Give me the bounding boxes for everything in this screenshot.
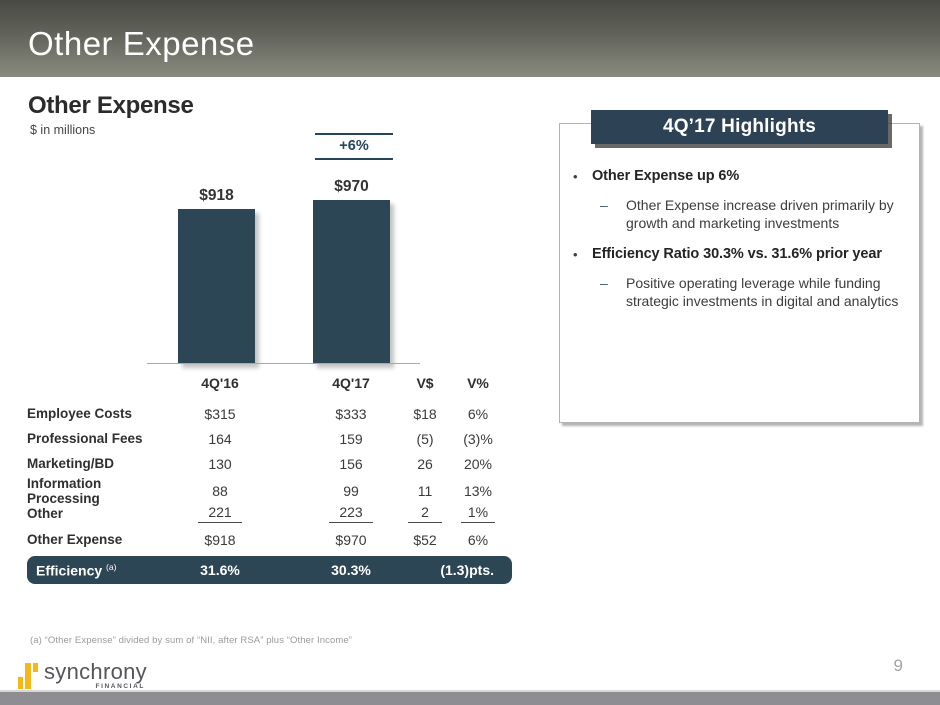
footnote: (a) “Other Expense” divided by sum of “N…: [30, 635, 353, 646]
bottom-bar: [0, 690, 940, 705]
table-row: Professional Fees 164 159 (5) (3)%: [27, 430, 493, 447]
table-row-other: Other 221 223 2 1%: [27, 501, 512, 526]
banner-title: Other Expense: [28, 24, 255, 62]
x-axis-line: [147, 363, 420, 364]
section-title: Other Expense: [28, 92, 194, 119]
efficiency-row: Efficiency (a) 31.6% 30.3% (1.3)pts.: [27, 556, 512, 584]
bar-4q16: [178, 209, 255, 364]
highlights-content: • Other Expense up 6% – Other Expense in…: [559, 168, 920, 324]
growth-line-top: [315, 133, 393, 135]
logo-name: synchrony: [44, 659, 147, 684]
footnote-marker: (a): [106, 561, 117, 572]
section-subtitle: $ in millions: [30, 123, 96, 137]
col-header-vpercent: V%: [467, 375, 489, 391]
col-header-vdollar: V$: [416, 375, 434, 391]
title-banner: Other Expense: [0, 0, 940, 77]
synchrony-bars-icon: [18, 663, 40, 691]
table-row: Employee Costs $315 $333 $18 6%: [27, 405, 489, 422]
table-header-row: 4Q'16 4Q'17 V$ V%: [27, 371, 512, 395]
highlight-sub-bullet: – Other Expense increase driven primaril…: [600, 197, 894, 231]
bar-value-label: $918: [199, 187, 234, 204]
highlights-box: [559, 123, 920, 423]
table-row-total: Other Expense $918 $970 $52 6%: [27, 531, 489, 548]
financial-table: 4Q'16 4Q'17 V$ V% Employee Costs $315 $3…: [27, 371, 512, 584]
logo-subtext: FINANCIAL: [95, 683, 145, 690]
bullet-dot-icon: •: [573, 247, 578, 262]
bar-value-label: $970: [334, 178, 369, 195]
page-number: 9: [893, 656, 903, 675]
col-header-4q17: 4Q'17: [332, 375, 370, 391]
bar-4q17: [313, 200, 390, 364]
synchrony-logo: synchrony FINANCIAL: [18, 660, 147, 691]
dash-icon: –: [600, 197, 608, 213]
table-row: Marketing/BD 130 156 26 20%: [27, 455, 493, 472]
growth-line-bottom: [315, 158, 393, 160]
col-header-4q16: 4Q'16: [201, 375, 239, 391]
growth-callout: +6%: [315, 133, 393, 160]
highlight-bullet: • Other Expense up 6%: [573, 168, 740, 184]
highlight-sub-bullet: – Positive operating leverage while fund…: [600, 275, 899, 309]
highlights-title: 4Q’17 Highlights: [662, 116, 817, 137]
bullet-dot-icon: •: [573, 169, 578, 184]
highlights-header: 4Q’17 Highlights: [591, 110, 888, 144]
highlight-bullet: • Efficiency Ratio 30.3% vs. 31.6% prior…: [573, 246, 882, 262]
dash-icon: –: [600, 275, 608, 291]
table-row: Information Processing 88 99 11 13%: [27, 476, 493, 506]
growth-label: +6%: [339, 138, 369, 154]
